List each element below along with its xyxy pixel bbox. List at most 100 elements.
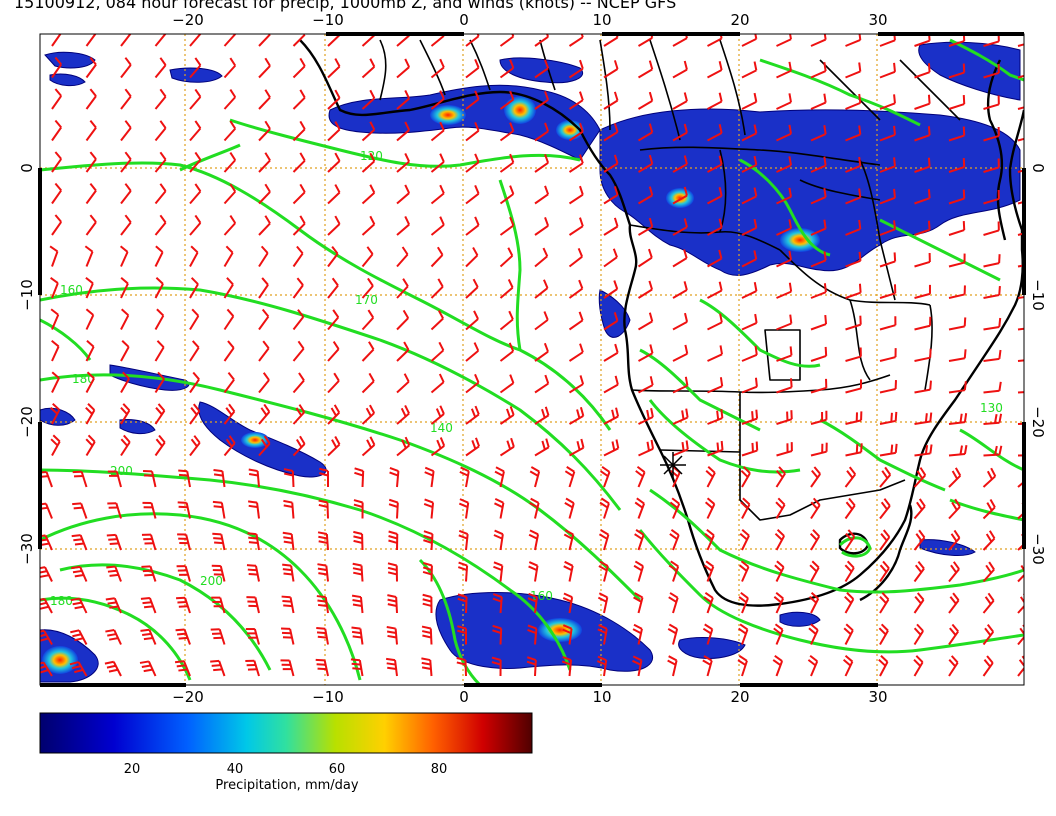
wind-barb <box>430 471 435 488</box>
wind-barb-feather <box>543 279 549 289</box>
wind-barb-feather <box>264 89 271 98</box>
wind-barb-feather <box>283 604 293 608</box>
wind-barb <box>120 158 132 173</box>
wind-barb <box>499 414 515 425</box>
wind-barb <box>534 193 549 205</box>
wind-barb <box>189 442 201 457</box>
wind-barb-feather <box>952 592 960 601</box>
wind-barb <box>499 534 504 551</box>
wind-barb-feather <box>54 182 62 192</box>
wind-barb-feather <box>260 245 269 254</box>
frame-ticks <box>38 32 1026 687</box>
wind-barb-feather <box>193 435 201 444</box>
wind-barb-feather <box>437 310 444 319</box>
wind-barb <box>638 447 654 457</box>
wind-barb-feather <box>929 380 932 390</box>
wind-barb-feather <box>369 184 376 194</box>
wind-barb <box>430 502 435 519</box>
wind-barb-feather <box>298 372 305 381</box>
wind-barb-feather <box>438 341 445 351</box>
wind-barb <box>672 628 679 645</box>
wind-barb-feather <box>210 659 220 663</box>
wind-barb-feather <box>369 89 376 99</box>
wind-barb <box>154 158 167 173</box>
wind-barb-feather <box>54 56 62 66</box>
wind-barb <box>258 442 271 457</box>
wind-barb <box>258 65 271 79</box>
wind-barb-feather <box>436 246 444 256</box>
wind-barb-feather <box>742 497 751 506</box>
wind-barb-feather <box>636 465 646 474</box>
wind-barb <box>914 102 930 110</box>
wind-barb-feather <box>156 308 165 317</box>
wind-barb-feather <box>564 560 574 567</box>
wind-barb <box>983 166 1000 173</box>
wind-barb <box>914 134 930 142</box>
wind-barb <box>776 290 792 299</box>
wind-barb-feather <box>54 214 62 223</box>
wind-barb-feather <box>120 276 129 285</box>
wind-barb-feather <box>439 437 446 447</box>
wind-barb-feather <box>458 502 468 509</box>
wind-barb <box>120 127 132 142</box>
wind-barb-feather <box>927 220 931 230</box>
wind-barb-feather <box>773 596 782 604</box>
wind-barb <box>534 287 549 299</box>
wind-barb-feather <box>527 629 537 634</box>
wind-barb-feather <box>228 403 236 413</box>
wind-barb <box>603 597 609 614</box>
wind-barb-feather <box>599 501 609 509</box>
wind-barb <box>189 190 202 205</box>
wind-barb <box>534 446 550 457</box>
wind-barb-feather <box>529 470 539 477</box>
wind-barb-feather <box>351 594 362 599</box>
wind-barb <box>51 95 62 110</box>
wind-barb <box>361 412 375 425</box>
wind-barb-feather <box>789 346 793 356</box>
wind-barb-feather <box>299 435 306 445</box>
wind-barb-feather <box>144 573 154 577</box>
wind-barb-feather <box>597 628 607 635</box>
wind-barb <box>775 629 784 645</box>
wind-barb-feather <box>648 123 654 133</box>
wind-barb-feather <box>40 665 47 670</box>
wind-barb-feather <box>54 151 62 160</box>
wind-barb-feather <box>601 465 611 473</box>
wind-barb-feather <box>789 314 793 324</box>
wind-barb-feather <box>229 57 237 67</box>
wind-barb-feather <box>648 312 654 322</box>
wind-barb-feather <box>264 120 271 130</box>
wind-barb-feather <box>824 315 828 325</box>
wind-barb <box>879 505 891 520</box>
wind-barb-feather <box>247 568 257 572</box>
wind-barb-feather <box>740 469 749 478</box>
wind-barb-feather <box>542 247 549 257</box>
wind-barb <box>1017 43 1024 47</box>
wind-barb-feather <box>40 570 48 574</box>
wind-barb-feather <box>369 215 376 225</box>
wind-barb-feather <box>71 565 81 570</box>
wind-barb-feather <box>529 529 539 536</box>
wind-barb-feather <box>823 125 827 135</box>
wind-barb-feather <box>264 215 271 224</box>
wind-barb <box>845 323 862 331</box>
wind-barb-feather <box>214 541 224 545</box>
wind-barb-feather <box>1026 469 1030 477</box>
wind-barb <box>51 126 62 142</box>
wind-barb <box>327 348 340 362</box>
wind-barb-feather <box>893 62 896 72</box>
wind-barb <box>85 95 97 110</box>
wind-barb-feather <box>366 439 372 449</box>
wind-barb-feather <box>754 345 758 355</box>
wind-barb-feather <box>297 309 305 318</box>
wind-barb-feather <box>51 371 60 379</box>
wind-barb <box>430 285 444 299</box>
wind-barb-feather <box>987 592 995 602</box>
wind-barb-feather <box>951 623 959 633</box>
wind-barb-feather <box>368 372 375 382</box>
wind-barb <box>983 325 1000 331</box>
precipitation-colorbar <box>39 712 533 754</box>
wind-barb-feather <box>190 438 198 447</box>
wind-barb <box>603 565 609 582</box>
wind-barb <box>776 258 792 268</box>
